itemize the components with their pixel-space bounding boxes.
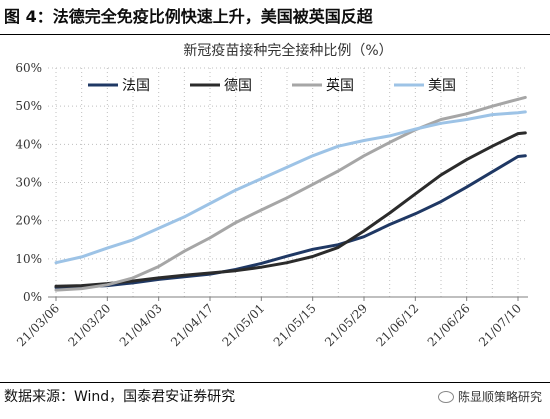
vaccination-line-chart: 新冠疫苗接种完全接种比例（%） 0% 10% 20% 30% 40% 50% 60% 21/03… (14, 42, 528, 349)
chart-title: 新冠疫苗接种完全接种比例（%） (183, 42, 392, 59)
x-tick-label: 21/06/26 (425, 301, 473, 349)
y-tick-label: 40% (15, 137, 42, 151)
x-tick-label: 21/03/20 (65, 301, 113, 349)
x-tick-label: 21/07/10 (476, 301, 524, 349)
y-tick-label: 20% (15, 214, 42, 228)
y-tick-label: 50% (15, 99, 42, 113)
x-tick-label: 21/06/12 (373, 301, 421, 349)
wechat-icon (437, 390, 454, 403)
legend-label: 德国 (224, 78, 252, 94)
y-tick-label: 0% (23, 290, 42, 304)
watermark: 陈显顺策略研究 (437, 388, 542, 405)
x-tick-label: 21/03/06 (14, 301, 62, 349)
x-tick-label: 21/04/17 (168, 301, 216, 349)
y-tick-label: 30% (15, 176, 42, 190)
series-line-1 (54, 154, 527, 289)
x-tick-label: 21/05/15 (271, 301, 319, 349)
x-tick-label: 21/05/29 (322, 301, 370, 349)
series-line-2 (54, 131, 527, 288)
watermark-text: 陈显顺策略研究 (457, 390, 542, 404)
bottom-rule (0, 382, 550, 383)
legend-label: 美国 (428, 78, 456, 94)
y-tick-label: 60% (15, 61, 42, 75)
x-tick-label: 21/05/01 (219, 301, 267, 349)
figure-title: 图 4：法德完全免疫比例快速上升，美国被英国反超 (4, 7, 373, 26)
legend-label: 法国 (122, 78, 150, 94)
x-tick-label: 21/04/03 (117, 301, 165, 349)
source-note: 数据来源：Wind，国泰君安证券研究 (4, 389, 236, 405)
top-rule (0, 34, 550, 35)
series-line-3 (54, 95, 527, 292)
legend-label: 英国 (326, 77, 354, 94)
series-line-4 (54, 110, 527, 265)
y-tick-label: 10% (15, 252, 42, 266)
